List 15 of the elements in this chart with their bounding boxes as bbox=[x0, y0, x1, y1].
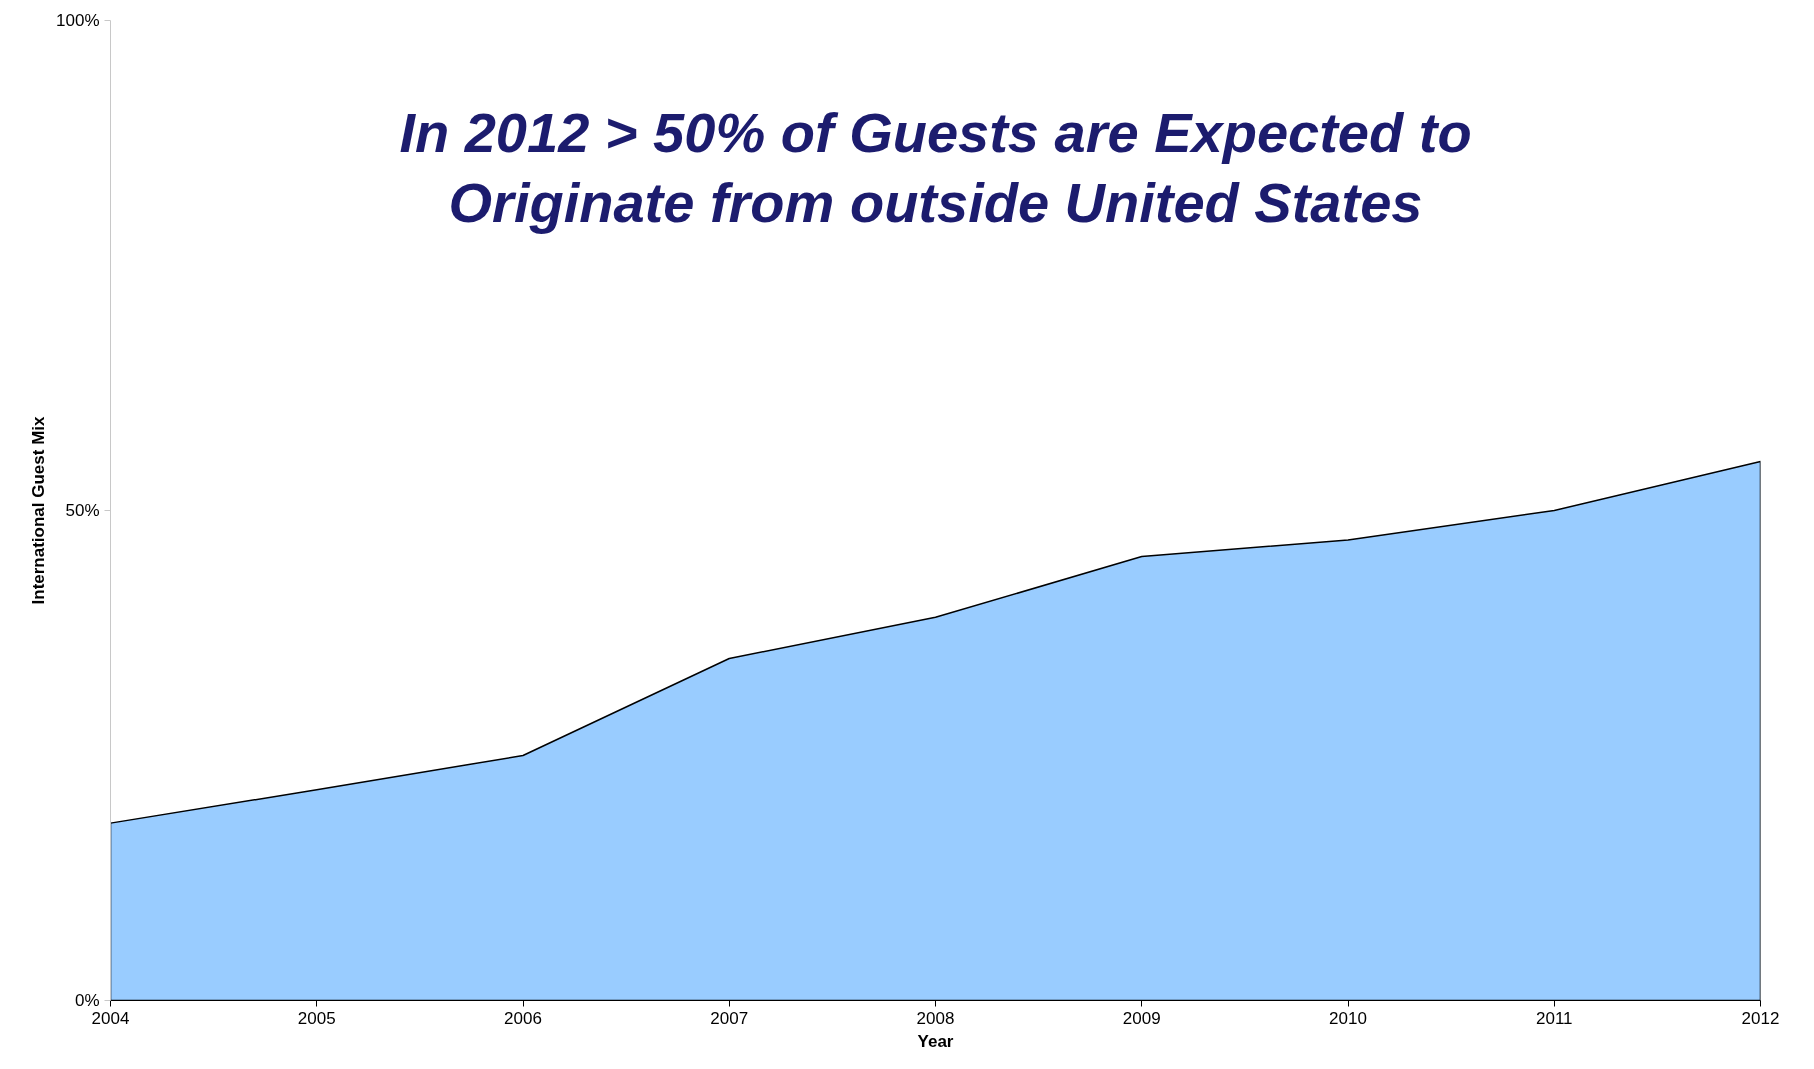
x-tick-label: 2007 bbox=[710, 1008, 749, 1028]
x-tick-label: 2006 bbox=[504, 1008, 542, 1028]
x-tick-label: 2010 bbox=[1329, 1008, 1367, 1028]
x-axis-title: Year bbox=[917, 1031, 954, 1051]
y-axis-title: International Guest Mix bbox=[29, 415, 49, 605]
x-tick-label: 2012 bbox=[1741, 1008, 1780, 1028]
y-tick-label: 100% bbox=[56, 11, 100, 30]
y-tick-label: 50% bbox=[65, 501, 100, 520]
x-tick-label: 2005 bbox=[297, 1008, 336, 1028]
text: In 2012 > 50% of Guests are Expected to Originate from outside United States bbox=[399, 101, 1472, 234]
x-tick-label: 2008 bbox=[916, 1008, 955, 1028]
y-tick-label: 0% bbox=[74, 991, 100, 1010]
x-tick-label: 2004 bbox=[91, 1008, 130, 1028]
x-tick-label: 2009 bbox=[1122, 1008, 1161, 1028]
x-tick-label: 2011 bbox=[1535, 1008, 1573, 1028]
